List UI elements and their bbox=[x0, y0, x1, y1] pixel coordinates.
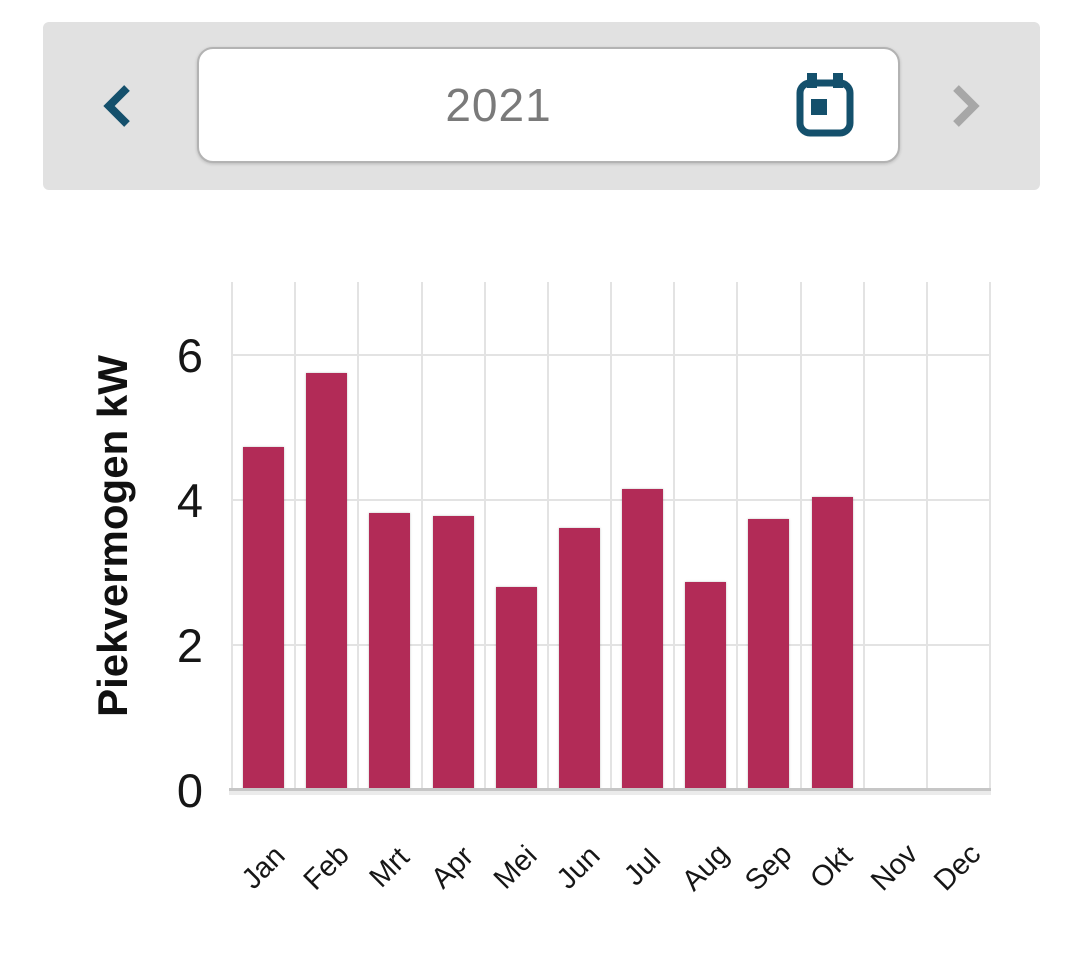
bar-jul[interactable] bbox=[622, 489, 663, 790]
x-tick-label: Jun bbox=[551, 839, 607, 896]
gridline-vertical bbox=[989, 282, 991, 790]
x-tick-label: Mrt bbox=[363, 841, 416, 894]
gridline-vertical bbox=[483, 282, 486, 790]
x-tick-label: Nov bbox=[865, 838, 925, 898]
bar-jun[interactable] bbox=[559, 528, 600, 790]
y-tick-label: 0 bbox=[176, 764, 203, 817]
x-axis-line-shadow bbox=[229, 791, 991, 795]
y-tick-label: 4 bbox=[176, 473, 203, 527]
gridline-vertical bbox=[294, 282, 297, 790]
y-tick-label: 6 bbox=[176, 328, 203, 382]
gridline-horizontal bbox=[232, 353, 990, 356]
x-tick-label: Dec bbox=[928, 838, 988, 898]
previous-year-button[interactable] bbox=[69, 22, 165, 190]
year-value: 2021 bbox=[445, 79, 552, 131]
bar-mrt[interactable] bbox=[369, 513, 410, 790]
gridline-vertical bbox=[546, 282, 549, 790]
x-tick-label: Sep bbox=[738, 838, 799, 898]
gridline-vertical bbox=[420, 282, 423, 790]
chevron-left-icon bbox=[103, 85, 130, 127]
x-tick-label: Mei bbox=[488, 839, 544, 896]
bar-sep[interactable] bbox=[748, 519, 789, 790]
y-tick-label: 2 bbox=[176, 618, 203, 672]
gridline-vertical bbox=[610, 282, 612, 790]
bar-jan[interactable] bbox=[243, 447, 284, 790]
gridline-vertical bbox=[357, 282, 360, 790]
bar-mei[interactable] bbox=[496, 587, 537, 790]
gridline-vertical bbox=[673, 282, 676, 790]
gridline-vertical bbox=[925, 282, 928, 790]
chevron-right-icon bbox=[953, 85, 980, 127]
next-year-button[interactable] bbox=[918, 22, 1014, 190]
x-axis-line bbox=[229, 788, 991, 791]
x-tick-label: Feb bbox=[297, 838, 356, 897]
calendar-icon bbox=[796, 73, 854, 137]
x-tick-label: Aug bbox=[675, 838, 735, 898]
gridline-vertical bbox=[231, 282, 233, 790]
year-picker-field[interactable]: 2021 bbox=[197, 47, 900, 163]
gridline-horizontal bbox=[232, 498, 990, 501]
gridline-vertical bbox=[736, 282, 739, 790]
x-tick-label: Jan bbox=[235, 839, 292, 896]
year-selector-bar: 2021 bbox=[43, 22, 1040, 190]
gridline-vertical bbox=[862, 282, 865, 790]
bar-okt[interactable] bbox=[812, 497, 853, 790]
x-tick-label: Jul bbox=[617, 843, 667, 893]
bar-aug[interactable] bbox=[685, 582, 726, 790]
bar-apr[interactable] bbox=[433, 516, 474, 790]
bar-feb[interactable] bbox=[306, 373, 347, 790]
gridline-vertical bbox=[799, 282, 802, 790]
x-tick-label: Okt bbox=[804, 840, 859, 895]
x-tick-label: Apr bbox=[425, 840, 480, 895]
gridline-horizontal bbox=[232, 643, 990, 646]
